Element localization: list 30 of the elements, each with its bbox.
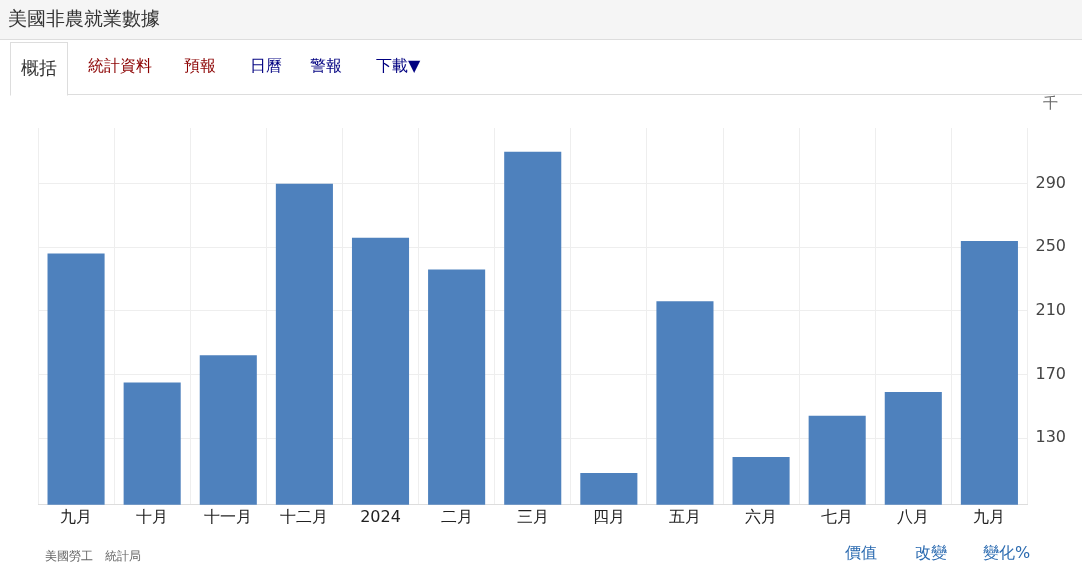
text: 價值 bbox=[845, 543, 877, 564]
x-tick-label: 五月 bbox=[668, 506, 701, 526]
text: 警報 bbox=[310, 56, 342, 77]
x-tick-label: 2024 bbox=[360, 506, 401, 526]
x-tick-label: 十月 bbox=[136, 506, 169, 526]
text: 美國勞工 統計局 bbox=[45, 548, 141, 565]
text: 預報 bbox=[184, 56, 216, 77]
text: 變化% bbox=[983, 543, 1031, 564]
x-tick-label: 九月 bbox=[973, 506, 1006, 526]
y-tick-label: 210 bbox=[1035, 299, 1067, 319]
y-tick-label: 290 bbox=[1035, 172, 1067, 192]
x-tick-label: 六月 bbox=[745, 506, 778, 526]
text: 改變 bbox=[915, 543, 947, 564]
text: 統計資料 bbox=[88, 56, 152, 77]
text: 概括 bbox=[10, 42, 68, 96]
x-tick-label: 七月 bbox=[821, 506, 854, 526]
text: 下載▼ bbox=[376, 56, 421, 77]
y-tick-label: 130 bbox=[1035, 427, 1067, 447]
chart-title: 美國非農就業數據 bbox=[0, 0, 1082, 40]
x-tick-label: 八月 bbox=[897, 506, 930, 526]
y-tick-label: 250 bbox=[1035, 236, 1067, 256]
y-axis-title: 千 bbox=[1043, 94, 1058, 113]
x-tick-label: 九月 bbox=[60, 506, 93, 526]
x-tick-label: 三月 bbox=[516, 506, 549, 526]
x-tick-label: 二月 bbox=[440, 506, 473, 526]
x-tick-label: 十一月 bbox=[204, 506, 253, 526]
x-tick-label: 四月 bbox=[592, 506, 625, 526]
y-tick-label: 170 bbox=[1035, 363, 1067, 383]
text: 日曆 bbox=[250, 56, 282, 77]
x-tick-label: 十二月 bbox=[280, 506, 329, 526]
